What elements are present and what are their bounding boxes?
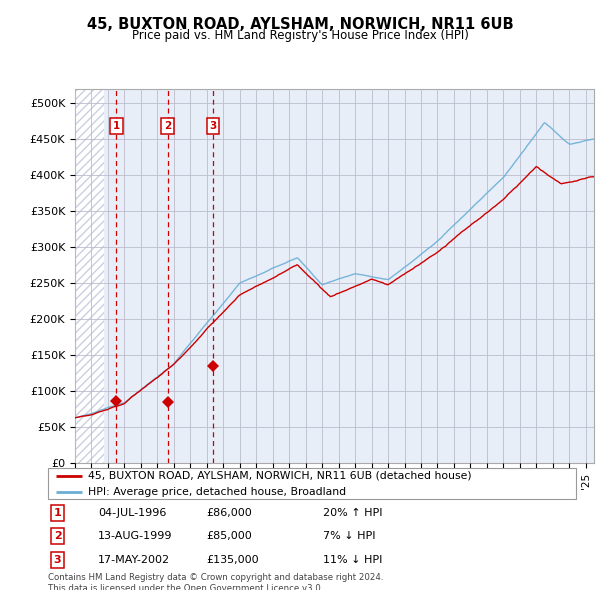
Text: 2: 2 xyxy=(53,532,61,541)
Text: £85,000: £85,000 xyxy=(206,532,252,541)
Text: 20% ↑ HPI: 20% ↑ HPI xyxy=(323,507,382,517)
Text: 45, BUXTON ROAD, AYLSHAM, NORWICH, NR11 6UB (detached house): 45, BUXTON ROAD, AYLSHAM, NORWICH, NR11 … xyxy=(88,471,471,481)
Text: 3: 3 xyxy=(209,121,217,131)
Text: 17-MAY-2002: 17-MAY-2002 xyxy=(98,555,170,565)
Text: 2: 2 xyxy=(164,121,171,131)
Text: 3: 3 xyxy=(53,555,61,565)
Text: Contains HM Land Registry data © Crown copyright and database right 2024.
This d: Contains HM Land Registry data © Crown c… xyxy=(48,573,383,590)
Text: 1: 1 xyxy=(53,507,61,517)
FancyBboxPatch shape xyxy=(48,468,576,499)
Text: HPI: Average price, detached house, Broadland: HPI: Average price, detached house, Broa… xyxy=(88,487,346,497)
Text: £135,000: £135,000 xyxy=(206,555,259,565)
Text: 11% ↓ HPI: 11% ↓ HPI xyxy=(323,555,382,565)
Text: 45, BUXTON ROAD, AYLSHAM, NORWICH, NR11 6UB: 45, BUXTON ROAD, AYLSHAM, NORWICH, NR11 … xyxy=(86,17,514,31)
Text: 04-JUL-1996: 04-JUL-1996 xyxy=(98,507,167,517)
Text: Price paid vs. HM Land Registry's House Price Index (HPI): Price paid vs. HM Land Registry's House … xyxy=(131,30,469,42)
Text: 13-AUG-1999: 13-AUG-1999 xyxy=(98,532,173,541)
Text: 7% ↓ HPI: 7% ↓ HPI xyxy=(323,532,375,541)
Text: 1: 1 xyxy=(113,121,120,131)
Text: £86,000: £86,000 xyxy=(206,507,252,517)
